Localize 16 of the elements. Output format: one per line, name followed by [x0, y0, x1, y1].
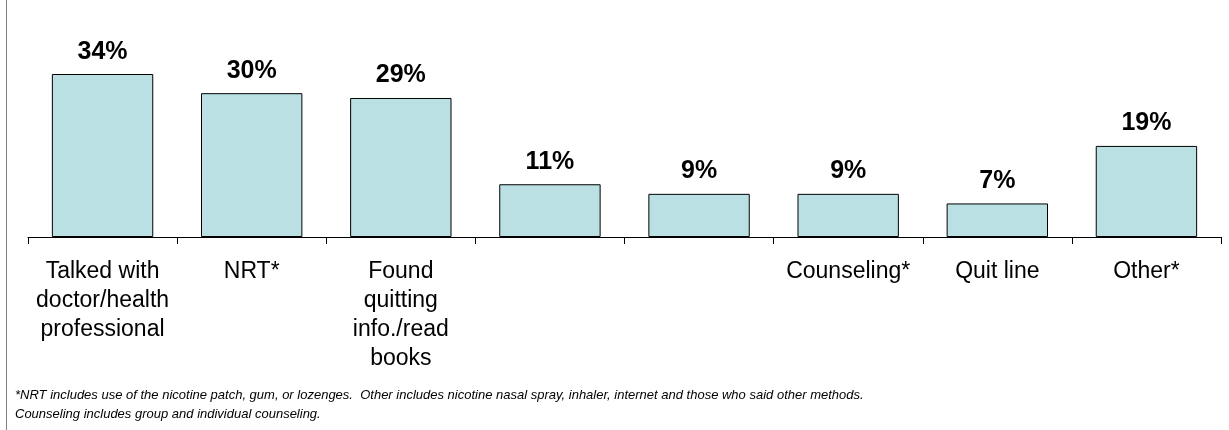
x-tick-label: NRT* — [223, 256, 280, 283]
data-label: 34% — [77, 35, 128, 64]
x-tick-label: Quit line — [955, 256, 1040, 283]
data-label: 29% — [375, 59, 426, 88]
text: *NRT includes use of the nicotine patch, gum, or lozenges. Other includes nicotine nasal spray, inhaler, internet and those who said other methods. — [15, 387, 864, 402]
data-label: 11% — [525, 145, 575, 174]
data-label: 30% — [226, 54, 277, 83]
x-tick-label: Counseling* — [786, 256, 911, 283]
data-label: 9% — [680, 155, 718, 184]
x-tick-label: Other* — [1113, 256, 1180, 283]
x-tick-label: Talked with doctor/health professional — [36, 256, 170, 341]
data-label: 9% — [830, 155, 867, 184]
data-label: 19% — [1121, 107, 1172, 136]
text: Counseling includes group and individual counseling. — [15, 406, 321, 421]
data-label: 7% — [979, 164, 1016, 193]
x-tick-label: Found quitting info./read books — [352, 256, 449, 370]
